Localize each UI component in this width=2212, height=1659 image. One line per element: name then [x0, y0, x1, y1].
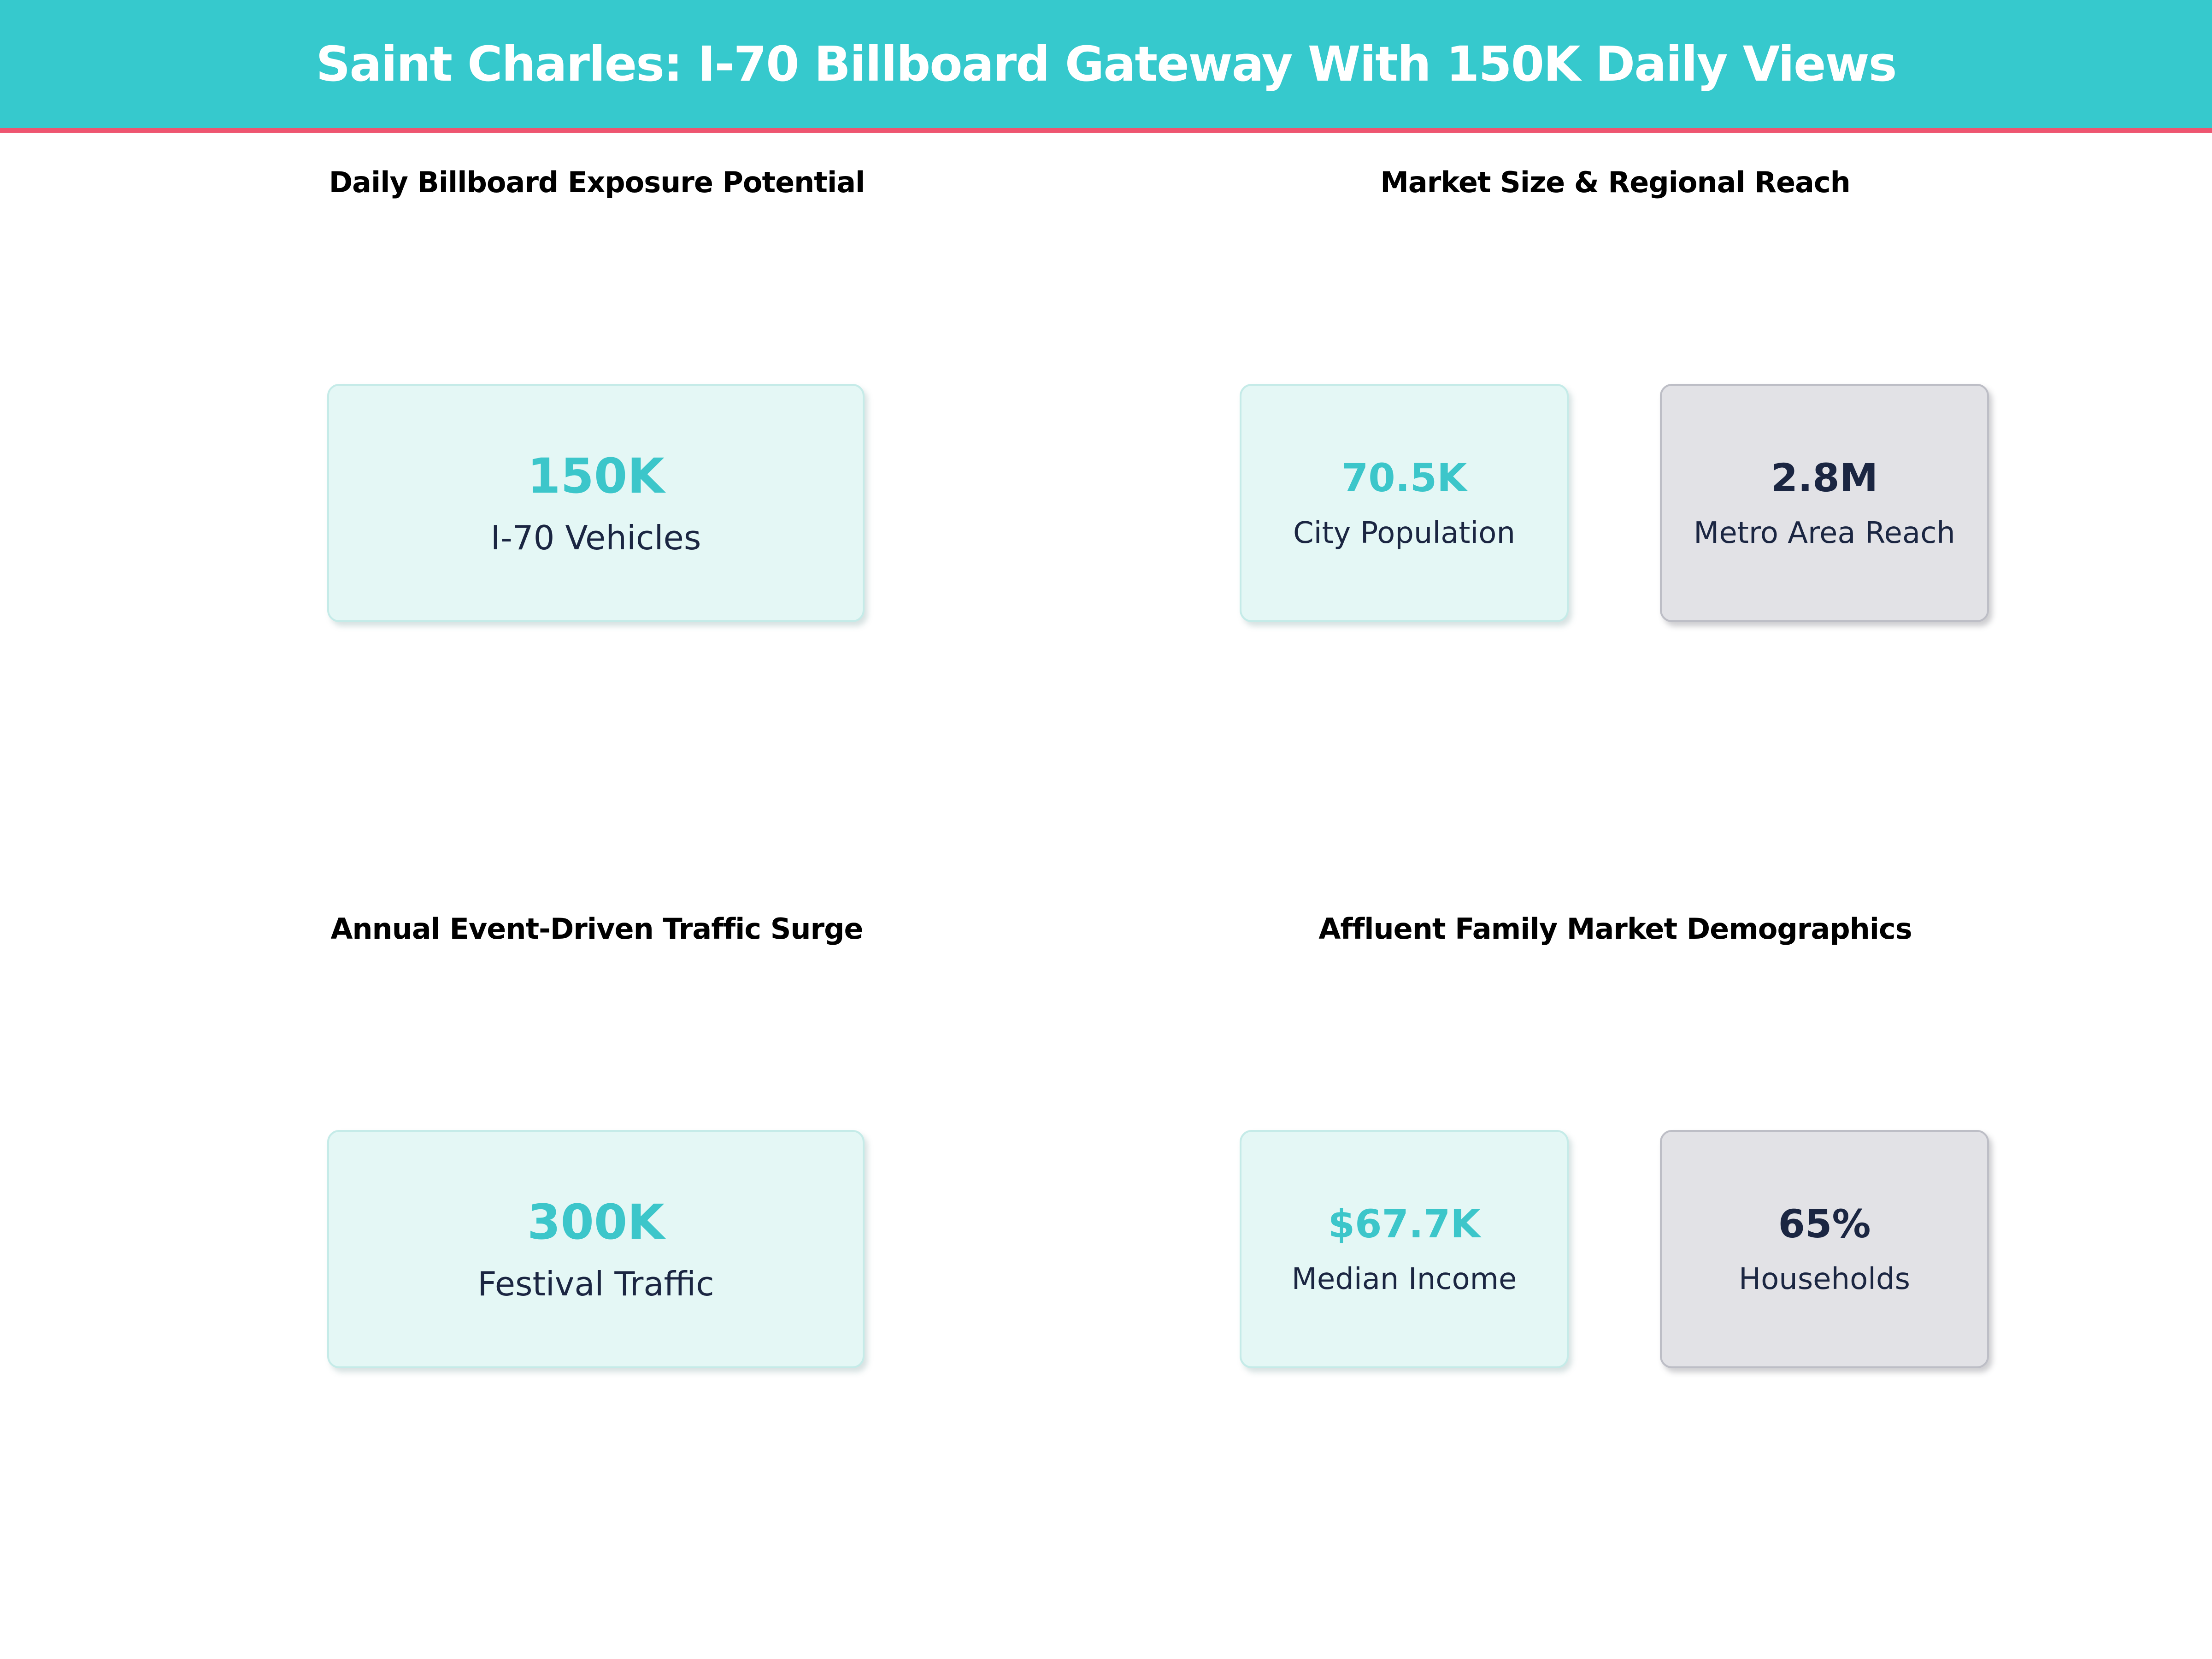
page-title: Saint Charles: I-70 Billboard Gateway Wi… [316, 36, 1897, 92]
stat-value-festival-traffic: 300K [527, 1194, 665, 1250]
stat-label-i70-vehicles: I-70 Vehicles [490, 518, 701, 557]
stat-card-i70-vehicles: 150K I-70 Vehicles [327, 384, 865, 622]
header-banner: Saint Charles: I-70 Billboard Gateway Wi… [0, 0, 2212, 128]
section-title-demographics: Affluent Family Market Demographics [1318, 912, 1912, 946]
stat-card-metro-reach: 2.8M Metro Area Reach [1660, 384, 1989, 622]
section-title-market-size: Market Size & Regional Reach [1380, 165, 1851, 199]
stat-label-metro-reach: Metro Area Reach [1694, 516, 1955, 550]
section-title-event-traffic: Annual Event-Driven Traffic Surge [330, 912, 863, 946]
stat-card-city-population: 70.5K City Population [1240, 384, 1569, 622]
stat-label-median-income: Median Income [1291, 1262, 1517, 1296]
stat-value-i70-vehicles: 150K [527, 447, 665, 504]
stat-value-metro-reach: 2.8M [1771, 455, 1878, 500]
stat-card-festival-traffic: 300K Festival Traffic [327, 1130, 865, 1368]
stat-label-festival-traffic: Festival Traffic [477, 1264, 714, 1303]
stat-label-city-population: City Population [1293, 516, 1516, 550]
stat-label-households: Households [1738, 1262, 1911, 1296]
stat-card-median-income: $67.7K Median Income [1240, 1130, 1569, 1368]
stat-value-median-income: $67.7K [1328, 1201, 1481, 1247]
stat-value-city-population: 70.5K [1341, 455, 1467, 500]
stat-card-households: 65% Households [1660, 1130, 1989, 1368]
header-accent-line [0, 128, 2212, 133]
section-title-daily-exposure: Daily Billboard Exposure Potential [329, 165, 865, 199]
stat-value-households: 65% [1778, 1201, 1871, 1247]
